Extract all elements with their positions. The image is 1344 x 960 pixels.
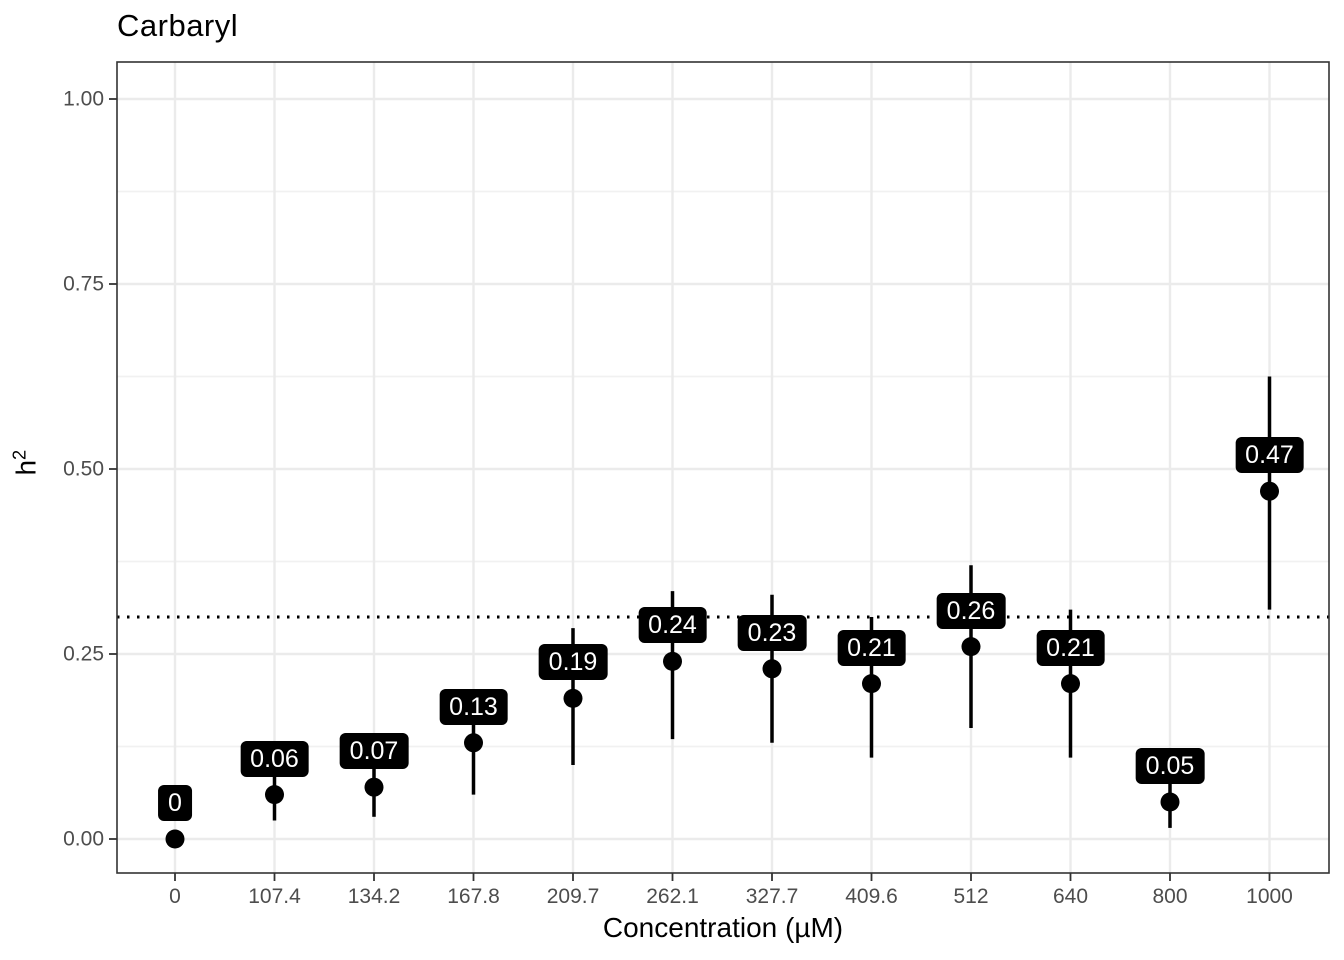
y-axis-title-exponent: 2: [9, 449, 30, 460]
y-tick-label: 0.25: [63, 643, 104, 666]
x-tick-label: 209.7: [547, 885, 600, 908]
data-point: [165, 829, 185, 849]
data-point: [1260, 481, 1279, 501]
data-point: [862, 674, 881, 694]
plot-title: Carbaryl: [117, 8, 239, 43]
x-tick-label: 800: [1152, 885, 1187, 908]
x-tick-label: 1000: [1246, 885, 1293, 908]
x-tick-label: 0: [169, 885, 181, 908]
x-tick-label: 640: [1053, 885, 1088, 908]
data-point: [1160, 792, 1180, 812]
x-tick-label: 107.4: [248, 885, 301, 908]
y-tick-label: 0.75: [63, 273, 104, 296]
x-tick-label: 327.7: [746, 885, 799, 908]
data-point: [663, 651, 682, 671]
x-tick-labels: 0 107.4 134.2 167.8 209.7 262.1 327.7 409.6 512 6…: [169, 885, 1293, 908]
x-axis-title: Concentration (µM): [602, 912, 844, 943]
x-tick-label: 512: [953, 885, 988, 908]
data-point: [265, 785, 284, 805]
x-tick-label: 134.2: [348, 885, 401, 908]
y-tick-labels: 0.00 0.25 0.50 0.75 1.00: [63, 88, 104, 851]
y-tick-label: 0.00: [63, 828, 104, 851]
y-tick-label: 1.00: [63, 88, 104, 111]
data-point: [1061, 674, 1080, 694]
data-point: [762, 659, 782, 679]
gridlines-minor: [117, 190, 1329, 748]
gridlines-major: [117, 62, 1329, 873]
y-axis-title-base: h: [10, 459, 42, 476]
y-axis-title: h2: [9, 423, 42, 503]
data-point: [464, 733, 483, 753]
x-tick-label: 167.8: [447, 885, 500, 908]
data-points: [165, 481, 1279, 849]
y-tick-label: 0.50: [63, 458, 104, 481]
data-point: [364, 777, 384, 797]
data-point: [563, 688, 583, 708]
x-tick-label: 262.1: [646, 885, 699, 908]
data-point: [961, 637, 981, 657]
x-tick-label: 409.6: [845, 885, 898, 908]
panel-border: [116, 61, 1330, 874]
axis-ticks: [109, 98, 1271, 881]
